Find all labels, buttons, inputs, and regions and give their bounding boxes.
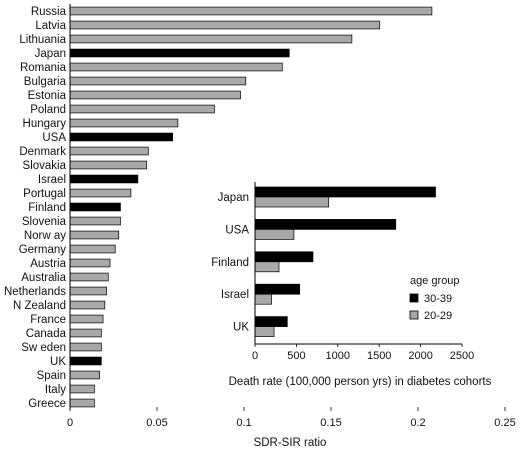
main-x-tick-label: 0.2 <box>410 417 425 429</box>
main-x-tick-label: 0 <box>67 417 73 429</box>
bar-germany <box>69 244 116 254</box>
category-label-poland: Poland <box>30 104 66 116</box>
category-label-finland: Finland <box>28 202 66 214</box>
inset-x-tick-label: 2000 <box>408 350 432 362</box>
category-label-slovenia: Slovenia <box>22 216 67 228</box>
bar-bulgaria <box>69 76 247 86</box>
legend-title: age group <box>410 275 460 287</box>
inset-category-label-usa: USA <box>225 224 249 236</box>
inset-bar-chart: Japan USA Finland Israel UK <box>211 186 436 337</box>
legend: age group 30-39 20-29 <box>409 275 460 322</box>
category-label-bulgaria: Bulgaria <box>24 76 67 88</box>
category-label-japan: Japan <box>35 48 66 60</box>
category-label-netherlands: Netherlands <box>4 286 66 298</box>
legend-swatch-20-29 <box>409 310 419 320</box>
main-x-tick-label: 0.25 <box>494 417 515 429</box>
bar-greece <box>69 398 95 408</box>
category-label-france: France <box>30 314 66 326</box>
bar-slovakia <box>69 160 147 170</box>
bar-spain <box>69 370 100 380</box>
inset-bar-israel-30-39 <box>254 283 301 295</box>
category-label-slovakia: Slovakia <box>23 160 67 172</box>
bar-norw-ay <box>69 230 120 240</box>
bar-uk <box>69 356 102 366</box>
main-x-tick-label: 0.1 <box>236 417 251 429</box>
category-label-portugal: Portugal <box>23 188 66 200</box>
inset-x-tick-label: 500 <box>287 350 305 362</box>
bar-n-zealand <box>69 300 106 310</box>
category-label-greece: Greece <box>28 398 66 410</box>
bar-lithuania <box>69 34 353 44</box>
bar-canada <box>69 328 102 338</box>
main-bar-chart: Russia Latvia Lithuania Japan Romania Bulgari… <box>4 6 433 410</box>
category-label-israel: Israel <box>38 174 66 186</box>
inset-bar-uk-30-39 <box>254 316 288 327</box>
category-label-spain: Spain <box>37 370 66 382</box>
bar-denmark <box>69 146 149 156</box>
category-label-uk: UK <box>50 356 66 368</box>
category-label-romania: Romania <box>20 62 67 74</box>
legend-label-20-29: 20-29 <box>424 310 452 322</box>
category-label-canada: Canada <box>26 328 67 340</box>
inset-bar-japan-30-39 <box>254 186 436 198</box>
inset-category-label-japan: Japan <box>218 192 249 204</box>
main-x-tick-label: 0.05 <box>146 417 167 429</box>
inset-x-tick-label: 1500 <box>367 350 391 362</box>
bar-portugal <box>69 188 132 198</box>
inset-bar-usa-20-29 <box>254 229 295 240</box>
bar-estonia <box>69 90 241 100</box>
inset-background <box>170 170 510 395</box>
inset-bar-uk-20-29 <box>254 326 275 337</box>
bar-japan <box>69 48 290 58</box>
category-label-latvia: Latvia <box>35 20 66 32</box>
bar-finland <box>69 202 121 212</box>
inset-category-label-israel: Israel <box>221 289 249 301</box>
inset-bar-japan-20-29 <box>254 196 330 208</box>
category-label-australia: Australia <box>21 272 66 284</box>
category-label-usa: USA <box>42 132 66 144</box>
main-x-axis: 0 0.05 0.1 0.15 0.2 0.25 <box>67 4 516 429</box>
legend-swatch-30-39 <box>409 293 419 303</box>
bar-russia <box>69 6 433 16</box>
bar-romania <box>69 62 283 72</box>
bar-australia <box>69 272 109 282</box>
bar-sw-eden <box>69 342 102 352</box>
bar-usa <box>69 132 174 142</box>
inset-x-tick-label: 1000 <box>326 350 350 362</box>
main-x-tick-label: 0.15 <box>320 417 341 429</box>
inset-category-label-finland: Finland <box>211 257 249 269</box>
main-x-axis-label: SDR-SIR ratio <box>254 437 327 449</box>
inset-x-tick-label: 0 <box>252 350 258 362</box>
inset-x-axis: 0 500 1000 1500 2000 2500 <box>252 182 474 362</box>
category-label-n-zealand: N Zealand <box>13 300 66 312</box>
category-label-italy: Italy <box>45 384 66 396</box>
bar-austria <box>69 258 111 268</box>
bar-netherlands <box>69 286 107 296</box>
inset-category-label-uk: UK <box>233 322 249 334</box>
inset-bar-finland-30-39 <box>254 251 314 263</box>
category-label-estonia: Estonia <box>28 90 67 102</box>
bar-slovenia <box>69 216 121 226</box>
category-label-russia: Russia <box>31 6 67 18</box>
bar-france <box>69 314 104 324</box>
category-label-sw-eden: Sw eden <box>21 342 66 354</box>
inset-x-axis-label: Death rate (100,000 person yrs) in diabe… <box>229 376 492 388</box>
bar-israel <box>69 174 139 184</box>
category-label-denmark: Denmark <box>19 146 66 158</box>
category-label-lithuania: Lithuania <box>19 34 66 46</box>
bar-italy <box>69 384 95 394</box>
inset-x-tick-label: 2500 <box>450 350 474 362</box>
bar-latvia <box>69 20 381 30</box>
inset-bar-usa-30-39 <box>254 219 397 230</box>
legend-label-30-39: 30-39 <box>424 293 452 305</box>
inset-bar-finland-20-29 <box>254 261 280 273</box>
category-label-austria: Austria <box>30 258 66 270</box>
inset-bar-israel-20-29 <box>254 293 272 305</box>
bar-hungary <box>69 118 179 128</box>
category-label-hungary: Hungary <box>23 118 67 130</box>
category-label-norw-ay: Norw ay <box>24 230 66 242</box>
bar-poland <box>69 104 215 114</box>
category-label-germany: Germany <box>19 244 67 256</box>
